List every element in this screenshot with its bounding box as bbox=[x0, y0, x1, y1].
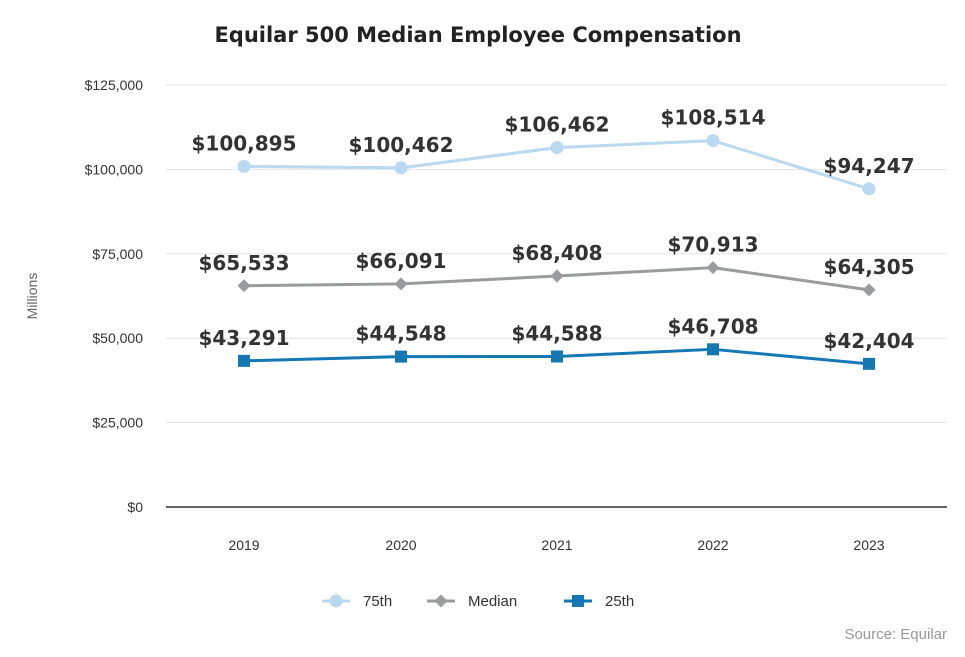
x-axis-ticks: 2019 2020 2021 2022 2023 bbox=[228, 537, 884, 553]
data-label: $46,708 bbox=[667, 314, 758, 338]
y-axis-label: Millions bbox=[24, 273, 40, 320]
series-median: $65,533 $66,091 $68,408 $70,913 $64,305 bbox=[198, 233, 915, 297]
legend-label: 25th bbox=[605, 593, 634, 610]
y-tick-label: $75,000 bbox=[92, 246, 143, 262]
legend: 75th Median 25th bbox=[322, 593, 634, 610]
legend-item-median: Median bbox=[427, 593, 517, 610]
data-point bbox=[237, 279, 251, 293]
chart-title: Equilar 500 Median Employee Compensation bbox=[214, 23, 741, 47]
y-tick-label: $50,000 bbox=[92, 330, 143, 346]
data-point bbox=[394, 161, 408, 175]
data-point bbox=[238, 354, 250, 367]
data-point bbox=[237, 159, 251, 173]
data-label: $44,548 bbox=[355, 322, 446, 346]
data-label: $100,895 bbox=[191, 131, 296, 155]
data-point bbox=[707, 343, 719, 356]
y-axis-ticks: $0 $25,000 $50,000 $75,000 $100,000 $125,000 bbox=[85, 77, 144, 515]
data-label: $106,462 bbox=[504, 113, 609, 137]
data-point bbox=[394, 277, 408, 291]
source-note: Source: Equilar bbox=[844, 626, 947, 643]
data-label: $44,588 bbox=[511, 321, 602, 345]
data-label: $42,404 bbox=[823, 329, 914, 353]
data-label: $43,291 bbox=[198, 326, 289, 350]
y-tick-label: $100,000 bbox=[85, 161, 144, 177]
legend-marker bbox=[329, 594, 343, 608]
legend-marker bbox=[572, 595, 584, 607]
x-tick-label: 2021 bbox=[541, 537, 572, 553]
data-point bbox=[550, 269, 564, 283]
data-label: $66,091 bbox=[355, 249, 446, 273]
data-label: $100,462 bbox=[348, 133, 453, 157]
legend-item-75th: 75th bbox=[322, 593, 392, 610]
data-point bbox=[551, 350, 563, 363]
data-point bbox=[706, 134, 720, 148]
data-point bbox=[862, 182, 876, 196]
series-group: $100,895 $100,462$106,462 $108,514$94,247$… bbox=[191, 106, 915, 370]
data-point bbox=[863, 357, 875, 370]
series-75th: $100,895 $100,462 $106,462 $108,514 $94,247 bbox=[191, 106, 915, 196]
gridlines bbox=[166, 84, 947, 424]
y-tick-label: $0 bbox=[127, 499, 143, 515]
data-label: $94,247 bbox=[823, 154, 914, 178]
data-label: $108,514 bbox=[660, 106, 765, 130]
data-label: $65,533 bbox=[198, 251, 289, 275]
data-point bbox=[550, 141, 564, 155]
series-25th: $43,291 $44,548 $44,588 $46,708 $42,404 bbox=[198, 314, 915, 370]
data-label: $68,408 bbox=[511, 241, 602, 265]
y-tick-label: $25,000 bbox=[92, 415, 143, 431]
legend-label: 75th bbox=[363, 593, 392, 610]
x-tick-label: 2020 bbox=[385, 537, 416, 553]
y-tick-label: $125,000 bbox=[85, 77, 144, 93]
legend-item-25th: 25th bbox=[564, 593, 634, 610]
data-point bbox=[862, 283, 876, 297]
x-tick-label: 2022 bbox=[697, 537, 728, 553]
data-label: $64,305 bbox=[823, 255, 914, 279]
legend-marker bbox=[434, 594, 448, 608]
data-label: $70,913 bbox=[667, 233, 758, 257]
data-point bbox=[706, 261, 720, 275]
x-tick-label: 2023 bbox=[853, 537, 884, 553]
x-tick-label: 2019 bbox=[228, 537, 259, 553]
data-point bbox=[395, 350, 407, 363]
legend-label: Median bbox=[468, 593, 517, 610]
